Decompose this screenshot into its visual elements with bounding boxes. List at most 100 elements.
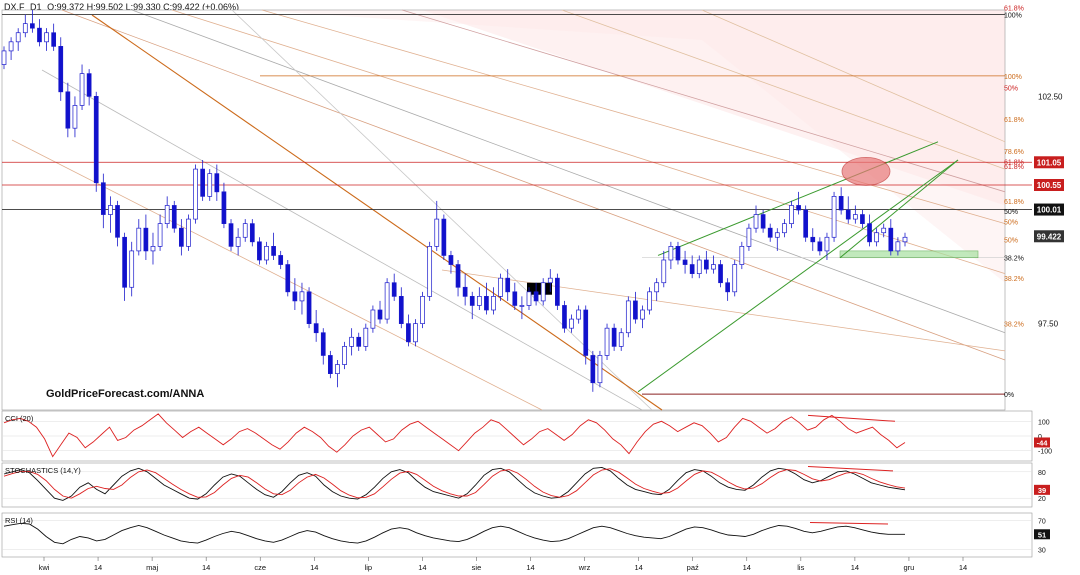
candle [200,168,205,197]
rsi-value-label: 51 [1038,530,1046,539]
candle [597,355,603,384]
fib-label: 0% [1004,392,1014,399]
candle [327,355,333,374]
candle [852,214,858,220]
cci-axis-tick: 100 [1038,419,1050,426]
candle [44,32,49,43]
x-axis-label: paź [687,563,699,572]
price-box [1034,179,1064,191]
candle [299,291,305,302]
candle [519,305,525,307]
candle [8,41,14,52]
fib-label: 61.8% [1004,117,1024,124]
candle [881,227,887,234]
fib-label: 61.8% [1004,199,1024,206]
candle [796,205,801,211]
candle [604,327,610,356]
candle [633,300,638,320]
stoch-title: STOCHASTICS (14,Y) [5,466,81,475]
candle [583,309,589,356]
candle [30,23,35,29]
x-axis-label: wrz [578,563,591,572]
candle [320,332,326,356]
candle [618,332,624,347]
fib-label: 50% [1004,219,1018,226]
price-axis-tick: 102.50 [1038,92,1063,101]
rsi-axis-tick: 70 [1038,518,1046,525]
fan-line-9 [231,9,653,411]
candle [186,218,191,247]
candle [469,296,475,306]
stoch-series-line [3,468,906,499]
candle [838,196,844,211]
candle [150,246,156,252]
candle [448,255,454,265]
candle [384,282,390,320]
timeframe-label: D1 [30,2,42,12]
candle [164,205,170,224]
fib-label: 38.2% [1004,276,1024,283]
candle [143,227,149,252]
candle [845,209,851,220]
x-axis-label: 14 [743,563,751,572]
stoch-axis-tick: 20 [1038,496,1046,503]
symbol-label: DX.F [4,2,25,12]
candle [72,105,78,129]
candle [406,323,411,343]
fib-label: 50% [1004,209,1018,216]
fib-label: 61.8% [1004,6,1024,13]
candle [782,223,787,234]
fib-label: 100% [1004,13,1022,20]
price-box-label: 100.01 [1037,206,1062,215]
candle [22,23,28,34]
candle [455,264,461,288]
candle [569,318,574,329]
cci-divergence-line [807,414,896,422]
candle [746,227,752,247]
candle [562,305,567,329]
fib-label: 38.2% [1004,256,1024,263]
fib-label: 50% [1004,238,1018,245]
candle [789,205,794,224]
candle [760,214,766,229]
x-axis-label: kwi [39,563,50,572]
fan-line-1 [131,9,1006,334]
candle [625,300,631,334]
candle [313,323,319,334]
candle [874,232,879,243]
cci-value-label: -44 [1037,438,1049,447]
fan-line-4 [401,9,1006,193]
candle [370,309,376,329]
candle [221,191,227,224]
candle [398,296,404,324]
candle [902,236,908,243]
candle [79,73,85,106]
fib-label: 100% [1004,74,1022,81]
fib-label: 61.8% [1004,159,1024,166]
candle [285,264,291,293]
candle [817,241,823,252]
candle [93,96,99,184]
candle [512,291,518,306]
x-axis-label: 14 [526,563,534,572]
fan-line-3 [261,9,1006,225]
candle [242,223,248,238]
candle [647,291,652,311]
downtrend-line [91,14,663,411]
candle [732,264,738,293]
candle [753,214,759,229]
candle [654,282,660,293]
rsi-value-box [1034,529,1050,540]
x-axis-label: 14 [202,563,210,572]
stoch-divergence-line [807,466,894,472]
candle [306,291,312,324]
candle [278,255,284,265]
x-axis-label: sie [472,563,482,572]
candle [193,168,198,220]
candle [427,246,433,297]
candle [491,296,496,311]
candle [235,236,241,247]
stoch-series-line [3,466,906,501]
candle [640,309,645,320]
